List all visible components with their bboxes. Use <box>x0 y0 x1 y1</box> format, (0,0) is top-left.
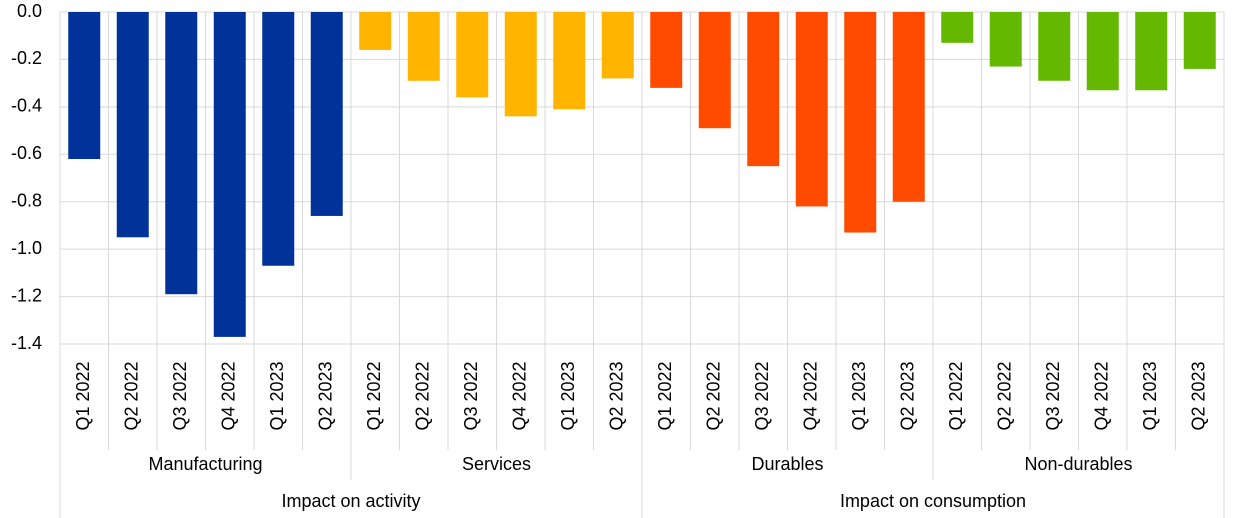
bar <box>1135 12 1168 91</box>
bar <box>989 12 1022 67</box>
bar <box>747 12 780 167</box>
bar <box>1183 12 1216 69</box>
bar <box>941 12 974 43</box>
x-tick-label: Q4 2022 <box>219 361 239 430</box>
bar <box>456 12 489 98</box>
bar <box>504 12 537 117</box>
x-tick-label: Q4 2022 <box>510 361 530 430</box>
x-tick-label: Q1 2023 <box>558 361 578 430</box>
y-tick-label: -1.4 <box>11 333 42 353</box>
x-tick-label: Q1 2023 <box>267 361 287 430</box>
x-tick-label: Q4 2022 <box>801 361 821 430</box>
x-tick-label: Q3 2022 <box>461 361 481 430</box>
x-tick-label: Q2 2022 <box>995 361 1015 430</box>
bar <box>650 12 683 88</box>
bar <box>68 12 101 160</box>
y-tick-label: -1.2 <box>11 285 42 305</box>
bar <box>1038 12 1071 81</box>
x-tick-label: Q1 2023 <box>849 361 869 430</box>
y-tick-label: -0.8 <box>11 190 42 210</box>
group-label: Impact on activity <box>281 491 420 511</box>
series-label: Durables <box>751 454 823 474</box>
y-tick-label: -0.6 <box>11 143 42 163</box>
x-tick-label: Q2 2022 <box>413 361 433 430</box>
y-tick-label: -1.0 <box>11 238 42 258</box>
x-tick-label: Q2 2023 <box>607 361 627 430</box>
x-tick-label: Q1 2022 <box>655 361 675 430</box>
x-tick-label: Q2 2022 <box>122 361 142 430</box>
x-tick-label: Q3 2022 <box>170 361 190 430</box>
y-tick-label: 0.0 <box>17 1 42 21</box>
group-label: Impact on consumption <box>840 491 1026 511</box>
bar <box>262 12 295 266</box>
bar <box>310 12 343 216</box>
series-label: Non-durables <box>1024 454 1132 474</box>
series-label: Services <box>462 454 531 474</box>
x-tick-label: Q3 2022 <box>752 361 772 430</box>
x-tick-label: Q1 2022 <box>364 361 384 430</box>
bar <box>359 12 392 50</box>
y-tick-label: -0.4 <box>11 96 42 116</box>
bar <box>407 12 440 81</box>
bar <box>698 12 731 129</box>
bar <box>553 12 586 110</box>
x-tick-label: Q2 2023 <box>316 361 336 430</box>
x-tick-label: Q3 2022 <box>1043 361 1063 430</box>
bar <box>601 12 634 79</box>
x-tick-label: Q1 2022 <box>73 361 93 430</box>
x-tick-label: Q1 2023 <box>1140 361 1160 430</box>
x-tick-label: Q2 2022 <box>704 361 724 430</box>
y-tick-label: -0.2 <box>11 48 42 68</box>
bar <box>1086 12 1119 91</box>
bar <box>795 12 828 207</box>
bar <box>213 12 246 337</box>
x-tick-label: Q2 2023 <box>1189 361 1209 430</box>
bar <box>844 12 877 233</box>
bar <box>165 12 198 295</box>
x-tick-label: Q4 2022 <box>1092 361 1112 430</box>
x-tick-label: Q2 2023 <box>898 361 918 430</box>
series-label: Manufacturing <box>148 454 262 474</box>
bar <box>116 12 149 238</box>
bar <box>892 12 925 202</box>
x-tick-label: Q1 2022 <box>946 361 966 430</box>
